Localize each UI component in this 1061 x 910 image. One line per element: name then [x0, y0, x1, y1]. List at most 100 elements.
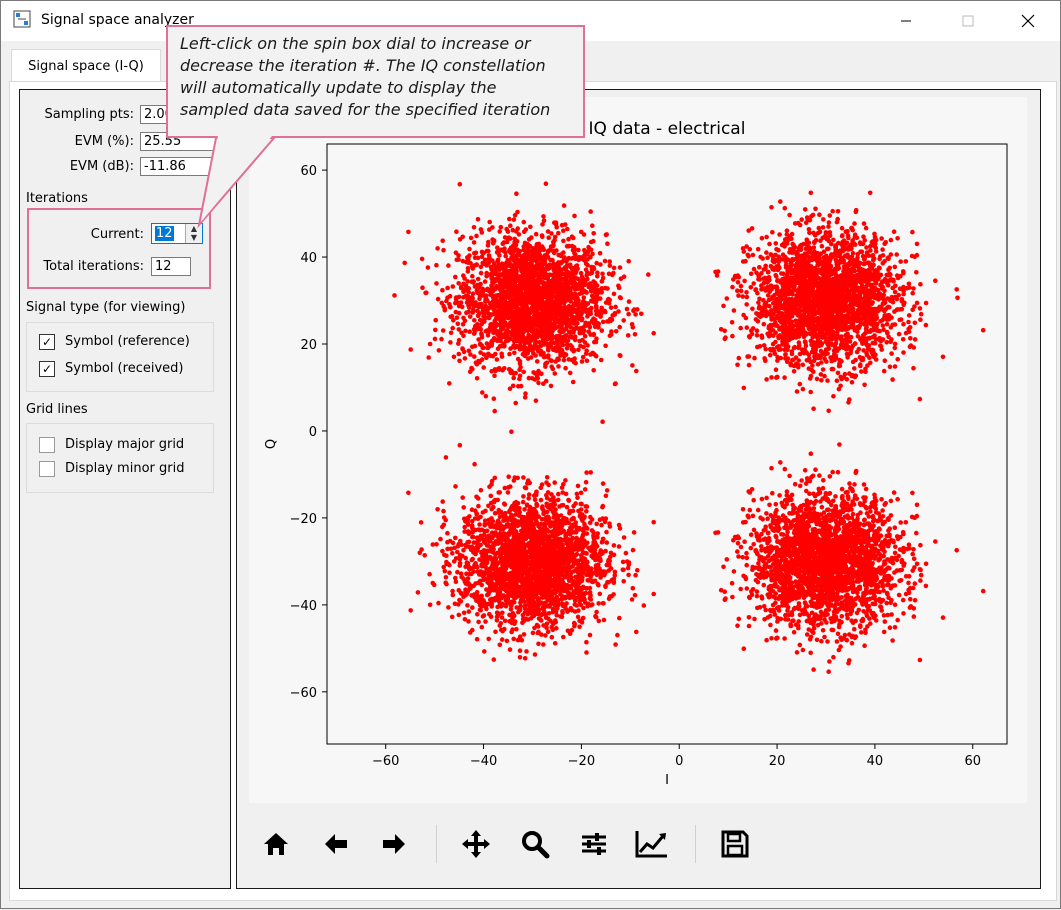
- data-point: [812, 333, 817, 338]
- data-point: [449, 331, 454, 336]
- data-point: [571, 248, 576, 253]
- close-button[interactable]: [1005, 1, 1051, 41]
- data-point: [472, 240, 477, 245]
- data-point: [511, 329, 516, 334]
- chart-title: IQ data - electrical: [589, 119, 746, 139]
- data-point: [505, 324, 510, 329]
- symbol-received-checkbox[interactable]: ✓: [39, 361, 55, 377]
- data-point: [761, 298, 766, 303]
- data-point: [848, 247, 853, 252]
- data-point: [885, 330, 890, 335]
- data-point: [763, 313, 768, 318]
- data-point: [904, 259, 909, 264]
- data-point: [594, 261, 599, 266]
- data-point: [499, 225, 504, 230]
- data-point: [790, 349, 795, 354]
- data-point: [471, 279, 476, 284]
- data-point: [826, 247, 831, 252]
- symbol-reference-checkbox[interactable]: ✓: [39, 334, 55, 350]
- data-point: [572, 270, 577, 275]
- data-point: [490, 275, 495, 280]
- evm-db-field[interactable]: -11.86: [140, 157, 220, 176]
- data-point: [509, 429, 514, 434]
- data-point: [747, 335, 752, 340]
- data-point: [585, 277, 590, 282]
- data-point: [866, 329, 871, 334]
- data-point: [883, 358, 888, 363]
- minimize-button[interactable]: [883, 1, 929, 41]
- data-point: [853, 341, 858, 346]
- data-point: [565, 310, 570, 315]
- data-point: [585, 257, 590, 262]
- data-point: [767, 334, 772, 339]
- minor-grid-label: Display minor grid: [65, 461, 184, 476]
- data-point: [807, 366, 812, 371]
- data-point: [479, 227, 484, 232]
- data-point: [453, 301, 458, 306]
- data-point: [513, 213, 518, 218]
- data-point: [830, 367, 835, 372]
- data-point: [512, 351, 517, 356]
- spin-up-icon[interactable]: ▲: [186, 224, 202, 233]
- data-point: [515, 278, 520, 283]
- data-point: [826, 331, 831, 336]
- data-point: [518, 335, 523, 340]
- maximize-button[interactable]: [945, 1, 991, 41]
- data-point: [529, 291, 534, 296]
- data-point: [874, 337, 879, 342]
- app-icon: [13, 10, 31, 28]
- data-point: [807, 288, 812, 293]
- data-point: [799, 248, 804, 253]
- data-point: [861, 254, 866, 259]
- data-point: [762, 322, 767, 327]
- data-point: [536, 381, 541, 386]
- data-point: [550, 273, 555, 278]
- data-point: [522, 268, 527, 273]
- data-point: [633, 332, 638, 337]
- spin-down-icon[interactable]: ▼: [186, 233, 202, 242]
- tab-signal-space[interactable]: Signal space (I-Q): [11, 49, 161, 83]
- data-point: [614, 329, 619, 334]
- data-point: [777, 232, 782, 237]
- data-point: [514, 313, 519, 318]
- current-iteration-value[interactable]: 12: [155, 226, 174, 241]
- data-point: [785, 241, 790, 246]
- data-point: [808, 247, 813, 252]
- data-point: [779, 313, 784, 318]
- data-point: [475, 309, 480, 314]
- major-grid-checkbox[interactable]: [39, 437, 55, 453]
- data-point: [561, 239, 566, 244]
- total-iterations-field[interactable]: 12: [151, 257, 191, 276]
- symbol-received-label: Symbol (received): [65, 361, 183, 376]
- signal-type-group: ✓ Symbol (reference) ✓ Symbol (received): [26, 322, 214, 392]
- data-point: [793, 302, 798, 307]
- data-point: [497, 229, 502, 234]
- data-point: [803, 322, 808, 327]
- data-point: [894, 252, 899, 257]
- data-point: [924, 323, 929, 328]
- data-point: [793, 275, 798, 280]
- spin-dial[interactable]: ▲ ▼: [185, 224, 202, 243]
- data-point: [475, 362, 480, 367]
- data-point: [552, 249, 557, 254]
- data-point: [830, 209, 835, 214]
- data-point: [818, 328, 823, 333]
- data-point: [562, 316, 567, 321]
- data-point: [541, 214, 546, 219]
- data-point: [600, 272, 605, 277]
- data-point: [826, 409, 831, 414]
- current-iteration-spinbox[interactable]: 12 ▲ ▼: [151, 223, 203, 244]
- data-point: [788, 247, 793, 252]
- data-point: [743, 259, 748, 264]
- data-point: [570, 234, 575, 239]
- data-point: [874, 238, 879, 243]
- data-point: [545, 332, 550, 337]
- minor-grid-checkbox[interactable]: [39, 461, 55, 477]
- data-point: [737, 356, 742, 361]
- data-point: [779, 320, 784, 325]
- data-point: [618, 354, 623, 359]
- data-point: [588, 325, 593, 330]
- data-point: [588, 209, 593, 214]
